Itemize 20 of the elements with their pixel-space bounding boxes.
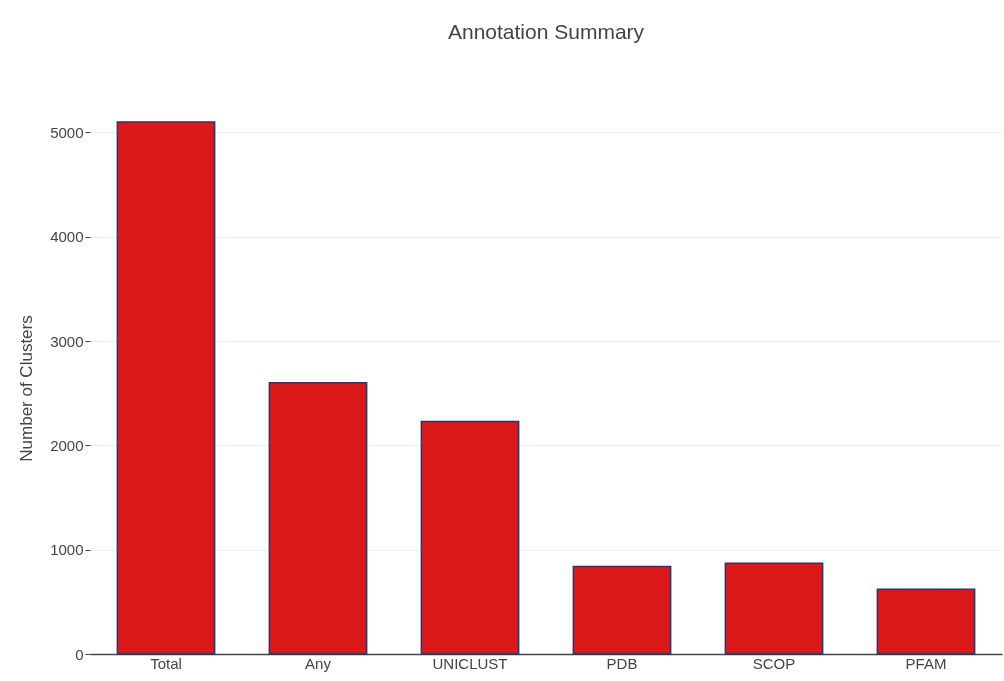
y-tick-label: 4000 xyxy=(50,228,84,246)
y-axis-title: Number of Clusters xyxy=(17,315,37,462)
bar xyxy=(572,565,672,655)
x-tick-label: PFAM xyxy=(905,654,947,672)
x-tick-label: PDB xyxy=(606,654,638,672)
x-tick-label: SCOP xyxy=(752,654,796,672)
y-tick-label: 1000 xyxy=(50,541,84,559)
bar xyxy=(116,121,216,655)
y-tick-label: 0 xyxy=(75,645,84,663)
x-tick-label: Total xyxy=(150,654,182,672)
bar xyxy=(268,382,368,655)
bar xyxy=(420,420,520,655)
chart-title: Annotation Summary xyxy=(447,20,645,44)
x-tick-label: Any xyxy=(305,654,332,672)
x-tick-label: UNICLUST xyxy=(432,654,508,672)
bar xyxy=(724,562,824,655)
y-tick-label: 2000 xyxy=(50,436,84,454)
y-tick-label: 5000 xyxy=(50,123,84,141)
bar xyxy=(876,588,976,655)
y-tick-label: 3000 xyxy=(50,332,84,350)
